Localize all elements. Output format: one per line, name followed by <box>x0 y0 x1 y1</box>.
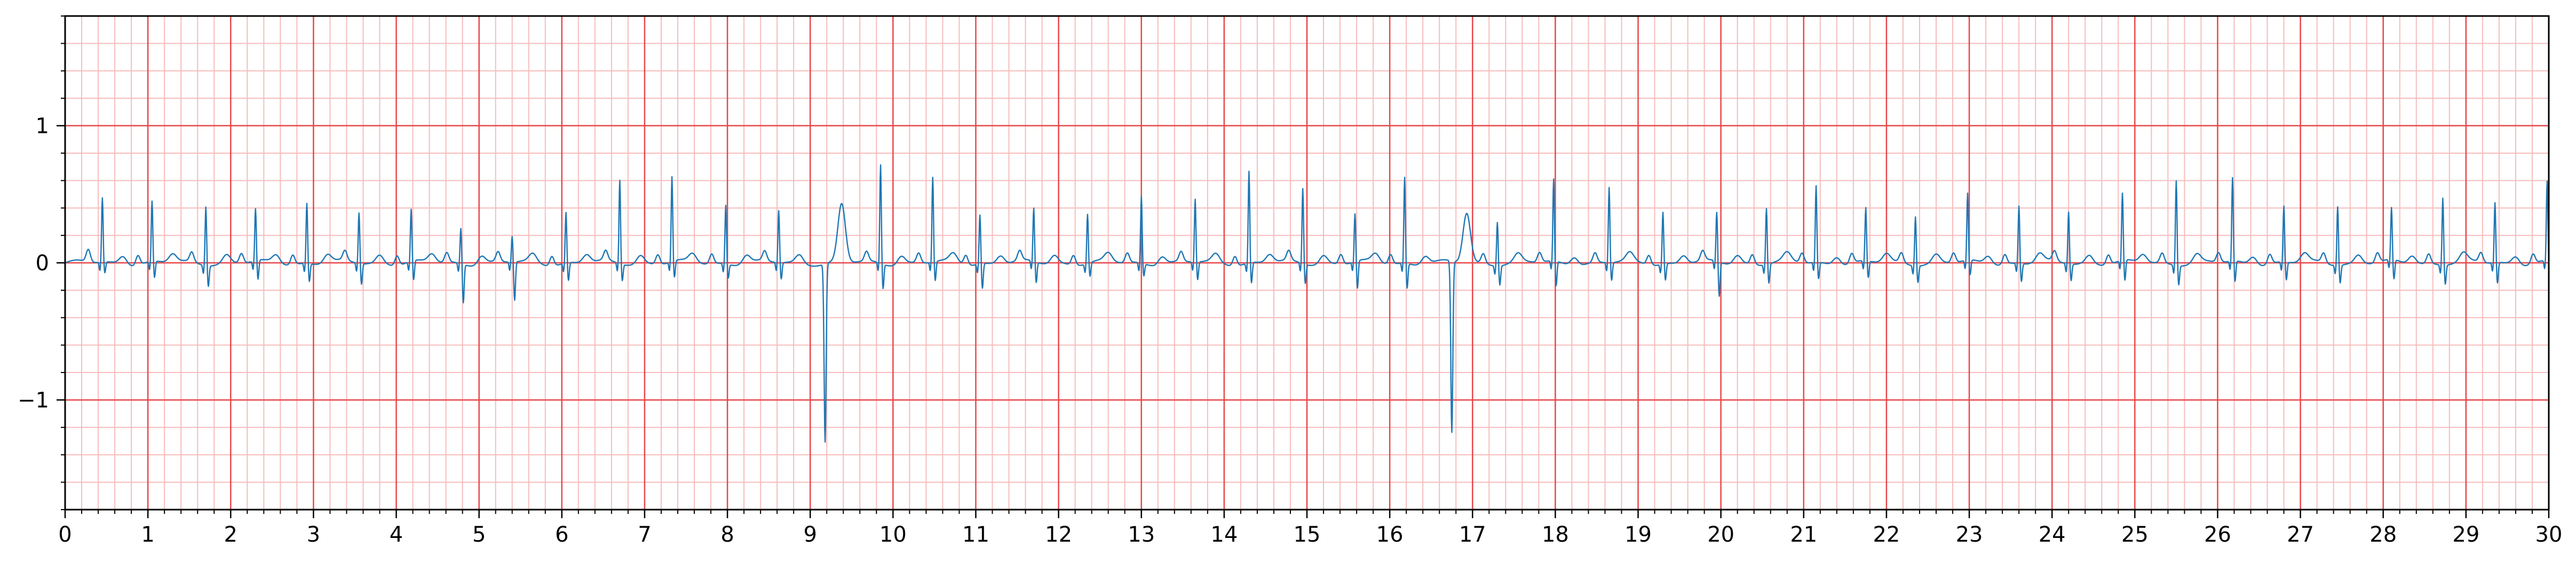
x-tick-label: 28 <box>2369 522 2397 547</box>
x-tick-label: 0 <box>58 522 72 547</box>
x-tick-label: 30 <box>2535 522 2563 547</box>
x-tick-label: 27 <box>2287 522 2314 547</box>
x-tick-label: 24 <box>2039 522 2066 547</box>
x-tick-label: 2 <box>224 522 237 547</box>
ecg-series-line <box>65 164 2550 443</box>
x-tick-label: 9 <box>803 522 817 547</box>
x-tick-label: 26 <box>2204 522 2231 547</box>
x-axis-ticks: 0 1 2 3 4 5 6 7 8 9 10 11 12 13 14 15 16 17 18 19 20 21 22 23 24… <box>58 510 2562 547</box>
x-tick-label: 18 <box>1542 522 1569 547</box>
x-tick-label: 29 <box>2452 522 2479 547</box>
y-tick-label: −1 <box>18 388 49 413</box>
x-tick-label: 3 <box>307 522 320 547</box>
x-tick-label: 16 <box>1376 522 1404 547</box>
x-tick-label: 13 <box>1128 522 1155 547</box>
x-tick-label: 4 <box>390 522 403 547</box>
x-tick-label: 15 <box>1294 522 1321 547</box>
x-tick-label: 5 <box>472 522 486 547</box>
x-tick-label: 23 <box>1956 522 1983 547</box>
y-tick-label: 0 <box>36 251 49 276</box>
x-tick-label: 22 <box>1873 522 1900 547</box>
x-tick-label: 1 <box>141 522 154 547</box>
x-tick-label: 19 <box>1624 522 1652 547</box>
y-axis-ticks: −1 0 1 <box>18 15 65 510</box>
x-tick-label: 12 <box>1045 522 1072 547</box>
series-layer <box>65 164 2550 443</box>
y-tick-label: 1 <box>36 114 49 139</box>
x-tick-label: 8 <box>720 522 734 547</box>
x-tick-label: 7 <box>638 522 651 547</box>
x-tick-label: 25 <box>2121 522 2149 547</box>
x-tick-label: 10 <box>879 522 907 547</box>
x-tick-label: 6 <box>555 522 568 547</box>
x-tick-label: 20 <box>1707 522 1734 547</box>
x-tick-label: 21 <box>1790 522 1817 547</box>
x-tick-label: 11 <box>962 522 989 547</box>
x-tick-label: 17 <box>1459 522 1486 547</box>
x-tick-label: 14 <box>1210 522 1238 547</box>
